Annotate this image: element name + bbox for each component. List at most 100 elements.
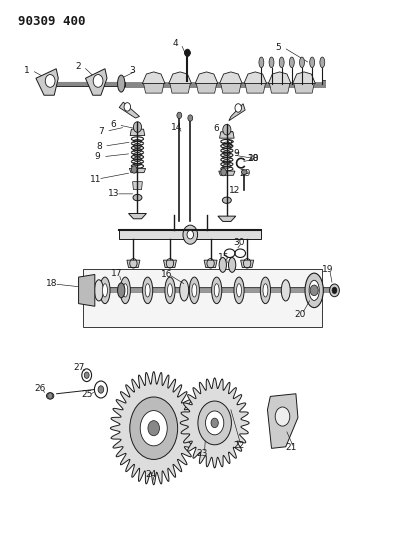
Circle shape (221, 168, 227, 176)
Polygon shape (219, 171, 235, 175)
Ellipse shape (47, 393, 54, 399)
Ellipse shape (229, 257, 236, 272)
Ellipse shape (103, 284, 108, 297)
Polygon shape (79, 274, 95, 306)
Circle shape (184, 49, 190, 56)
Polygon shape (180, 378, 249, 468)
Ellipse shape (290, 57, 294, 68)
Circle shape (124, 103, 130, 111)
Text: 2: 2 (75, 62, 81, 71)
Polygon shape (293, 72, 315, 84)
Circle shape (188, 115, 193, 121)
Ellipse shape (211, 277, 222, 304)
Ellipse shape (184, 50, 190, 55)
Polygon shape (294, 84, 314, 93)
Ellipse shape (309, 280, 319, 301)
Circle shape (131, 166, 137, 173)
FancyBboxPatch shape (83, 269, 322, 327)
Ellipse shape (168, 284, 173, 297)
Text: 30: 30 (234, 238, 245, 247)
Polygon shape (268, 72, 291, 84)
Circle shape (177, 112, 182, 118)
Ellipse shape (165, 277, 175, 304)
Polygon shape (169, 72, 191, 84)
Text: 16: 16 (161, 270, 172, 279)
Text: 7: 7 (98, 127, 104, 136)
Polygon shape (267, 394, 298, 448)
Circle shape (223, 124, 231, 135)
Ellipse shape (189, 277, 200, 304)
Text: 26: 26 (34, 384, 45, 393)
Circle shape (98, 386, 104, 393)
Polygon shape (240, 260, 254, 268)
Ellipse shape (192, 284, 197, 297)
Text: 5: 5 (276, 43, 281, 52)
Ellipse shape (310, 57, 315, 68)
Polygon shape (245, 84, 265, 93)
Text: 23: 23 (196, 449, 208, 458)
Ellipse shape (145, 284, 150, 297)
Ellipse shape (180, 280, 189, 301)
Polygon shape (130, 129, 145, 135)
Text: 9: 9 (95, 152, 101, 161)
Ellipse shape (120, 277, 130, 304)
Ellipse shape (219, 257, 227, 272)
Circle shape (183, 225, 198, 244)
Circle shape (133, 122, 142, 132)
Ellipse shape (320, 57, 325, 68)
Circle shape (211, 418, 218, 427)
Polygon shape (133, 182, 142, 190)
Circle shape (148, 421, 160, 436)
Ellipse shape (117, 75, 125, 92)
Text: 3: 3 (129, 66, 135, 75)
Text: 25: 25 (81, 390, 92, 399)
Circle shape (48, 393, 53, 399)
Ellipse shape (281, 280, 290, 301)
Ellipse shape (261, 277, 270, 304)
Text: 8: 8 (96, 142, 102, 151)
Text: 22: 22 (233, 441, 244, 450)
Polygon shape (270, 84, 290, 93)
Text: 11: 11 (90, 174, 101, 183)
Text: 21: 21 (286, 443, 297, 453)
Polygon shape (220, 72, 242, 84)
Ellipse shape (263, 284, 268, 297)
Polygon shape (119, 230, 261, 239)
Circle shape (205, 411, 224, 435)
Ellipse shape (314, 280, 323, 301)
Text: 8: 8 (227, 140, 233, 149)
Text: 14: 14 (171, 123, 182, 132)
Text: 20: 20 (294, 310, 305, 319)
Circle shape (198, 401, 231, 445)
Text: 6: 6 (213, 124, 219, 133)
Text: 28: 28 (247, 155, 259, 164)
Text: 13: 13 (108, 189, 119, 198)
Polygon shape (244, 72, 267, 84)
Ellipse shape (234, 277, 244, 304)
Text: 90309 400: 90309 400 (18, 14, 85, 28)
Polygon shape (127, 260, 140, 268)
Text: 9: 9 (234, 149, 240, 158)
Circle shape (235, 104, 241, 112)
Ellipse shape (222, 197, 231, 204)
Text: 19: 19 (321, 265, 333, 273)
Polygon shape (170, 84, 190, 93)
Ellipse shape (214, 284, 219, 297)
Text: 12: 12 (229, 186, 240, 195)
Circle shape (45, 75, 55, 87)
Polygon shape (220, 132, 234, 138)
Ellipse shape (259, 57, 264, 68)
Ellipse shape (133, 195, 142, 201)
Polygon shape (196, 84, 217, 93)
Ellipse shape (279, 57, 284, 68)
Ellipse shape (117, 283, 125, 298)
Text: 29: 29 (239, 169, 251, 178)
Circle shape (330, 284, 339, 297)
Circle shape (187, 230, 193, 239)
Polygon shape (144, 84, 164, 93)
Text: 18: 18 (46, 279, 58, 288)
Text: 10: 10 (248, 155, 260, 164)
Text: 15: 15 (218, 253, 230, 262)
Circle shape (140, 410, 167, 446)
Ellipse shape (100, 277, 110, 304)
